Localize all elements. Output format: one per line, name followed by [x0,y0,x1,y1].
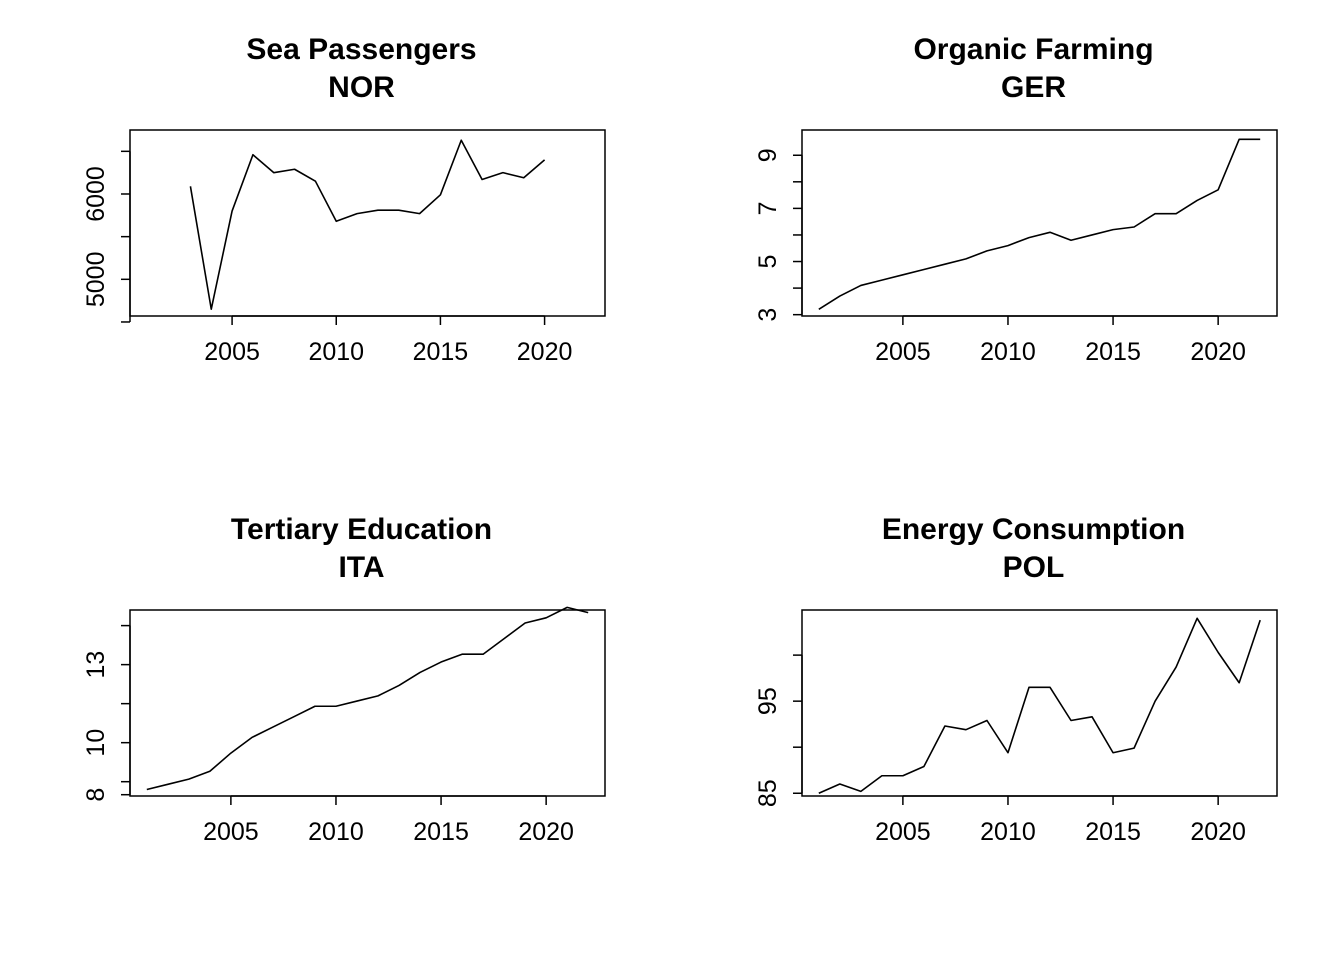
y-axis: 8 10 13 [82,624,131,802]
chart-subtitle: ITA [338,551,384,584]
panel-tertiary-education: Tertiary Education ITA 2005 2010 2015 2020 8 10… [82,513,606,846]
x-tick-label: 2015 [1085,818,1141,846]
y-tick-label: 3 [754,308,782,322]
y-tick-label: 5000 [82,251,110,307]
chart-title: Tertiary Education [231,513,492,546]
series-line [818,617,1261,794]
y-tick-label: 5 [754,255,782,269]
y-axis: 5000 6000 [82,150,131,323]
plot-frame [129,129,606,317]
y-tick-label: 6000 [82,166,110,222]
x-tick-label: 2020 [1190,818,1246,846]
y-tick-label: 13 [82,651,110,679]
chart-title: Sea Passengers [246,33,476,66]
x-tick-label: 2015 [413,338,469,366]
x-tick-label: 2005 [203,818,259,846]
x-tick-label: 2015 [413,818,469,846]
chart-title: Organic Farming [913,33,1153,66]
y-tick-label: 8 [82,788,110,802]
x-tick-label: 2010 [980,818,1036,846]
x-axis: 2005 2010 2015 2020 [203,795,574,846]
chart-subtitle: POL [1003,551,1065,584]
x-axis: 2005 2010 2015 2020 [875,315,1246,366]
y-tick-label: 10 [82,729,110,757]
chart-title: Energy Consumption [882,513,1185,546]
x-tick-label: 2005 [204,338,260,366]
plot-frame [801,609,1278,797]
x-tick-label: 2015 [1085,338,1141,366]
y-tick-label: 9 [754,148,782,162]
x-tick-label: 2020 [518,818,574,846]
chart-subtitle: GER [1001,71,1066,104]
y-axis: 3 5 7 9 [754,148,803,322]
series-line [818,138,1261,311]
x-tick-label: 2010 [308,338,364,366]
series-line [189,139,546,310]
chart-subtitle: NOR [328,71,395,104]
x-tick-label: 2005 [875,818,931,846]
y-axis: 85 95 [754,654,803,807]
x-axis: 2005 2010 2015 2020 [204,315,573,366]
x-tick-label: 2020 [517,338,573,366]
y-tick-label: 85 [754,779,782,807]
y-tick-label: 95 [754,687,782,715]
panel-energy-consumption: Energy Consumption POL 2005 2010 2015 2020 85 9… [754,513,1278,846]
x-axis: 2005 2010 2015 2020 [875,795,1246,846]
x-tick-label: 2010 [980,338,1036,366]
plot-frame [801,129,1278,317]
panel-organic-farming: Organic Farming GER 2005 2010 2015 2020 3 5 7 9 [754,33,1278,366]
x-tick-label: 2005 [875,338,931,366]
y-tick-label: 7 [754,201,782,215]
x-tick-label: 2020 [1190,338,1246,366]
panel-sea-passengers: Sea Passengers NOR 2005 2010 2015 2020 5000 600… [82,33,606,366]
plot-frame [129,609,606,797]
series-line [146,606,589,791]
x-tick-label: 2010 [308,818,364,846]
